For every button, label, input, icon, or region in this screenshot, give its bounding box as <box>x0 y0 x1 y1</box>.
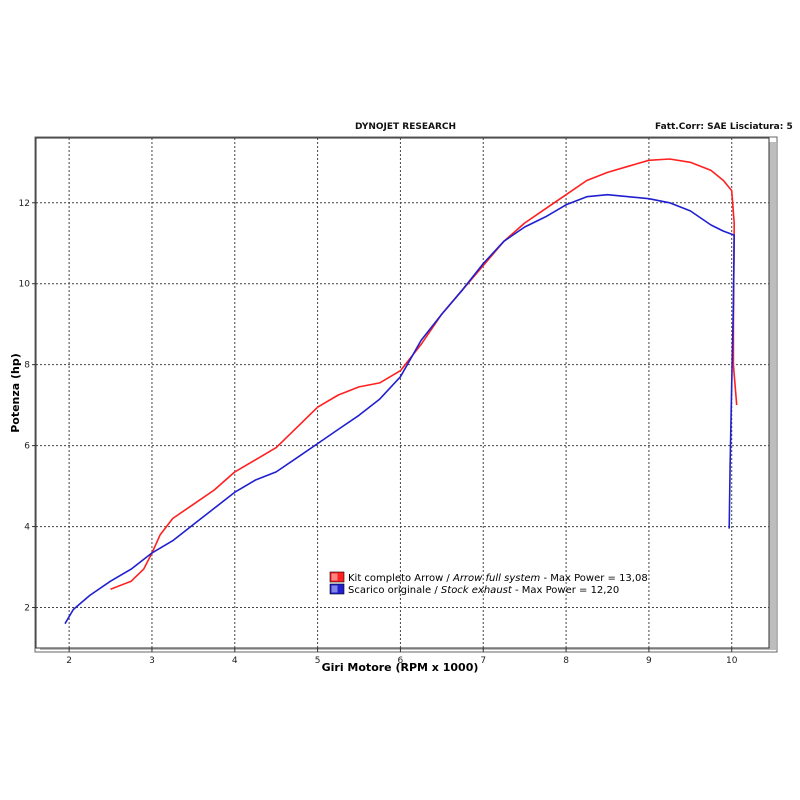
x-tick-label: 9 <box>646 656 652 666</box>
series-lines <box>64 158 738 625</box>
legend: Kit completo Arrow / Arrow full system -… <box>329 571 648 596</box>
x-tick-label: 5 <box>315 656 321 666</box>
legend-swatch-highlight <box>331 585 338 593</box>
y-tick-label: 6 <box>24 442 30 452</box>
legend-label-2: Scarico originale / Stock exhaust - Max … <box>348 585 619 596</box>
legend-label-1: Kit completo Arrow / Arrow full system -… <box>348 573 648 584</box>
y-tick-label: 8 <box>24 361 30 371</box>
x-tick-label: 6 <box>398 656 404 666</box>
x-tick-label: 8 <box>563 656 569 666</box>
x-tick-label: 2 <box>66 656 72 666</box>
grid-lines <box>36 138 769 648</box>
plot-area <box>35 137 770 649</box>
x-tick-label: 7 <box>480 656 486 666</box>
axis-ticks: 2 3 4 5 6 7 8 9 10 2 4 6 8 10 12 <box>19 199 738 666</box>
legend-swatch-1 <box>329 571 345 583</box>
x-tick-label: 4 <box>232 656 238 666</box>
legend-label-part: - Max Power = 12,20 <box>512 585 619 596</box>
y-tick-label: 10 <box>19 280 31 290</box>
legend-label-part: Stock exhaust <box>441 585 513 596</box>
x-tick-label: 10 <box>726 656 738 666</box>
y-tick-label: 2 <box>24 604 30 614</box>
legend-label-part: - Max Power = 13,08 <box>540 573 647 584</box>
legend-swatch-2 <box>329 583 345 595</box>
x-tick-label: 3 <box>149 656 155 666</box>
y-tick-label: 12 <box>19 199 30 209</box>
legend-swatch-highlight <box>331 573 338 581</box>
chart-header-left: DYNOJET RESEARCH <box>355 122 457 132</box>
series-line-2 <box>64 193 735 625</box>
legend-label-part: Kit completo Arrow / <box>348 573 453 584</box>
legend-label-part: Scarico originale / <box>348 585 441 596</box>
chart-header-right: Fatt.Corr: SAE Lisciatura: 5 <box>655 122 793 132</box>
x-axis-title: Giri Motore (RPM x 1000) <box>322 661 479 674</box>
y-tick-label: 4 <box>24 523 30 533</box>
y-axis-title: Potenza (hp) <box>9 353 22 433</box>
legend-label-part: Arrow full system <box>452 573 541 584</box>
